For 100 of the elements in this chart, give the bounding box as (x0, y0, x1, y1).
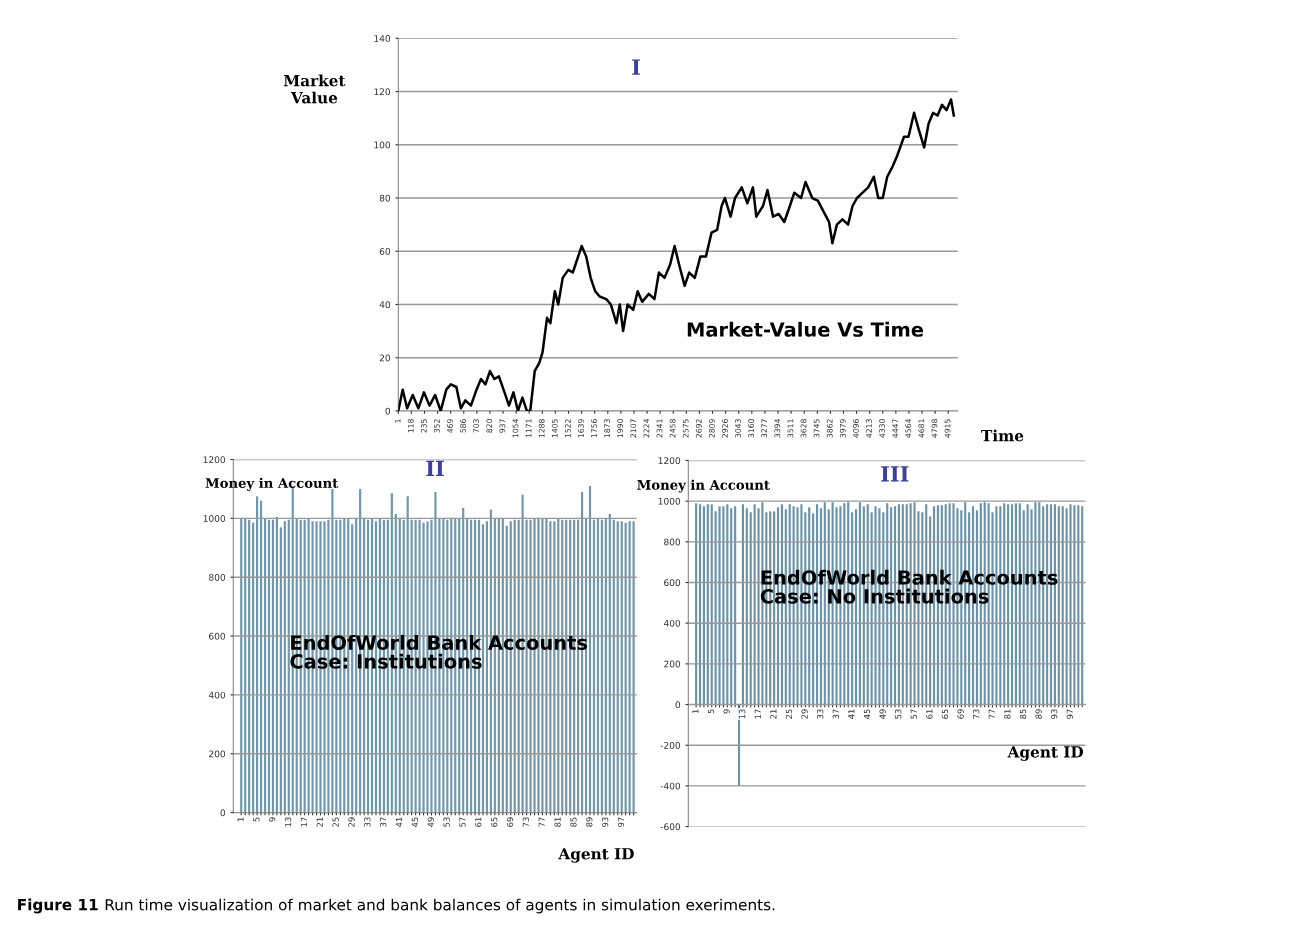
bar (1065, 508, 1068, 705)
y-tick-label: 200 (664, 660, 681, 668)
y-tick-label: 1200 (658, 457, 681, 465)
bar (1073, 505, 1076, 705)
y-tick-label: 1000 (658, 497, 681, 505)
x-tick-label: 49 (427, 817, 434, 827)
y-tick-label: 1200 (203, 456, 226, 464)
y-tick-label: 100 (374, 141, 391, 149)
bar (632, 521, 635, 813)
bar (267, 519, 271, 813)
y-tick-label: 0 (675, 701, 681, 709)
bar (710, 504, 713, 705)
bar (252, 522, 255, 813)
y-tick-label: -600 (660, 823, 681, 831)
x-tick-label: 77 (988, 709, 995, 719)
y-tick-label: 1000 (203, 515, 226, 522)
bar (628, 521, 631, 813)
x-tick-label: 65 (491, 817, 498, 827)
x-tick-label: 93 (1051, 709, 1058, 719)
bar (698, 504, 702, 705)
x-tick-label: 69 (506, 817, 514, 827)
bar (616, 521, 619, 813)
bar (741, 504, 744, 705)
bar (1069, 504, 1072, 705)
x-tick-label: 45 (411, 817, 419, 827)
bar (1077, 505, 1080, 705)
x-tick-label: 1 (692, 709, 699, 714)
y-tick-label: 0 (385, 407, 391, 415)
y-tick-label: 40 (379, 301, 391, 309)
x-tick-label: 93 (601, 817, 609, 827)
y-tick-label: 400 (663, 619, 681, 627)
x-tick-label: 69 (957, 709, 964, 719)
y-tick-label: 0 (220, 809, 226, 817)
chart-title: III (881, 466, 909, 482)
bar (592, 519, 596, 813)
text: Run time visualization of market and bank balances of agents in simulation exeriments. (105, 898, 775, 914)
y-tick-label: -400 (660, 782, 681, 790)
annotation: EndOfWorld Bank Accounts Case: No Institutions (760, 569, 1058, 604)
x-axis-title: Agent ID (1007, 746, 1084, 761)
x-tick-label: 33 (364, 817, 371, 827)
bar (604, 518, 607, 813)
bar (271, 519, 275, 813)
y-axis-title: Market Value (283, 74, 346, 104)
annotation: Market-Value Vs Time (687, 321, 924, 337)
bar (726, 504, 729, 705)
x-tick-label: 57 (910, 709, 917, 719)
x-tick-label: 65 (941, 709, 949, 719)
annotation: EndOfWorld Bank Accounts Case: Institutions (290, 634, 588, 669)
y-tick-label: 600 (664, 579, 681, 587)
bar (588, 486, 592, 813)
x-tick-label: 81 (554, 817, 561, 827)
x-tick-label: 5 (253, 817, 260, 822)
bar (620, 521, 623, 813)
bar (624, 522, 627, 813)
bar (240, 518, 243, 813)
y-tick-label: 120 (374, 88, 391, 96)
caption: Figure 11 (18, 898, 98, 914)
x-axis-title: Agent ID (558, 848, 634, 863)
bar (718, 506, 721, 705)
x-tick-label: 97 (617, 817, 625, 827)
y-tick-label: 80 (379, 194, 391, 202)
bar (1057, 506, 1060, 705)
x-axis-title: Time (981, 429, 1024, 442)
x-tick-label: 53 (443, 817, 450, 827)
bar (248, 519, 251, 813)
x-tick-label: 45 (863, 709, 871, 719)
bar (749, 512, 752, 705)
x-tick-label: 61 (475, 817, 482, 827)
x-tick-label: 77 (538, 817, 545, 827)
bar (1061, 506, 1064, 705)
x-tick-label: 5 (707, 709, 715, 714)
x-tick-label: 13 (739, 709, 746, 719)
x-tick-label: 33 (817, 709, 824, 719)
bar (730, 508, 733, 705)
x-tick-label: 21 (770, 709, 777, 719)
bar (1081, 506, 1084, 705)
y-tick-label: 140 (374, 35, 391, 42)
bar (695, 503, 698, 705)
bar (256, 496, 259, 813)
x-tick-label: 9 (269, 817, 276, 822)
y-tick-label: 20 (379, 354, 391, 362)
bar (612, 519, 615, 813)
x-tick-label: 37 (380, 817, 387, 827)
bar (485, 521, 489, 813)
bar (481, 524, 485, 813)
y-tick-label: -200 (660, 741, 681, 749)
x-tick-label: 9 (723, 709, 730, 714)
bar (244, 518, 247, 813)
bar (596, 518, 600, 813)
bar (279, 527, 282, 813)
x-tick-label: 53 (895, 709, 902, 719)
x-tick-label: 25 (785, 709, 793, 719)
x-tick-label: 1 (237, 817, 244, 822)
bar (263, 518, 267, 813)
y-axis-title: Money in Account (205, 477, 339, 491)
bar (753, 504, 756, 705)
y-tick-label: 800 (209, 573, 226, 581)
bar (722, 506, 725, 705)
x-tick-label: 97 (1066, 709, 1073, 719)
x-tick-label: 85 (570, 817, 577, 827)
